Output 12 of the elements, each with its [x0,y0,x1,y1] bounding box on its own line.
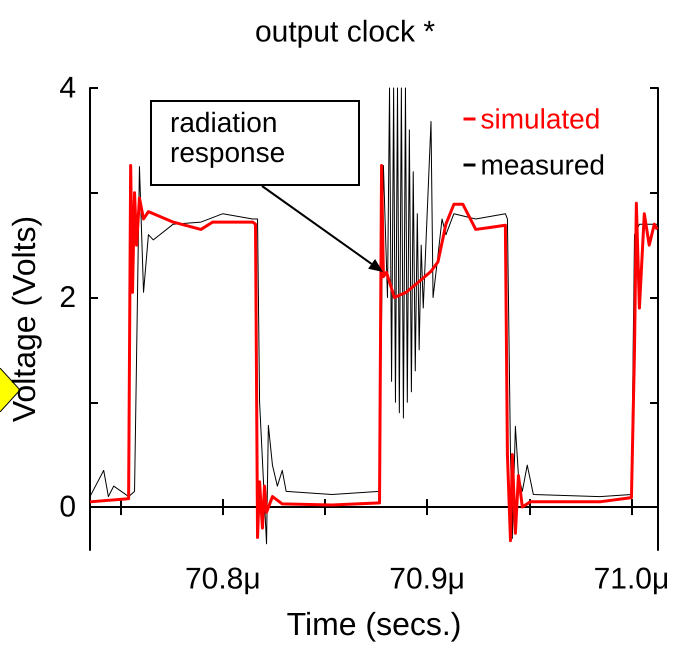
annotation: radiation response [150,100,360,186]
y-tick-label: 0 [59,490,76,524]
chart-title: output clock * [254,16,436,48]
legend-label: simulated [480,104,600,134]
x-tick-label: 70.8μ [184,562,261,596]
y-tick-label: 4 [59,72,76,104]
x-tick-label: 70.9μ [389,562,465,596]
y-tick-label: 2 [59,281,76,314]
legend-label: measured [480,150,606,180]
x-axis-title: Time (secs.) [286,606,462,642]
x-tick-label: 71.0μ [594,562,670,596]
y-axis-title: Voltage (Volts) [6,216,42,422]
